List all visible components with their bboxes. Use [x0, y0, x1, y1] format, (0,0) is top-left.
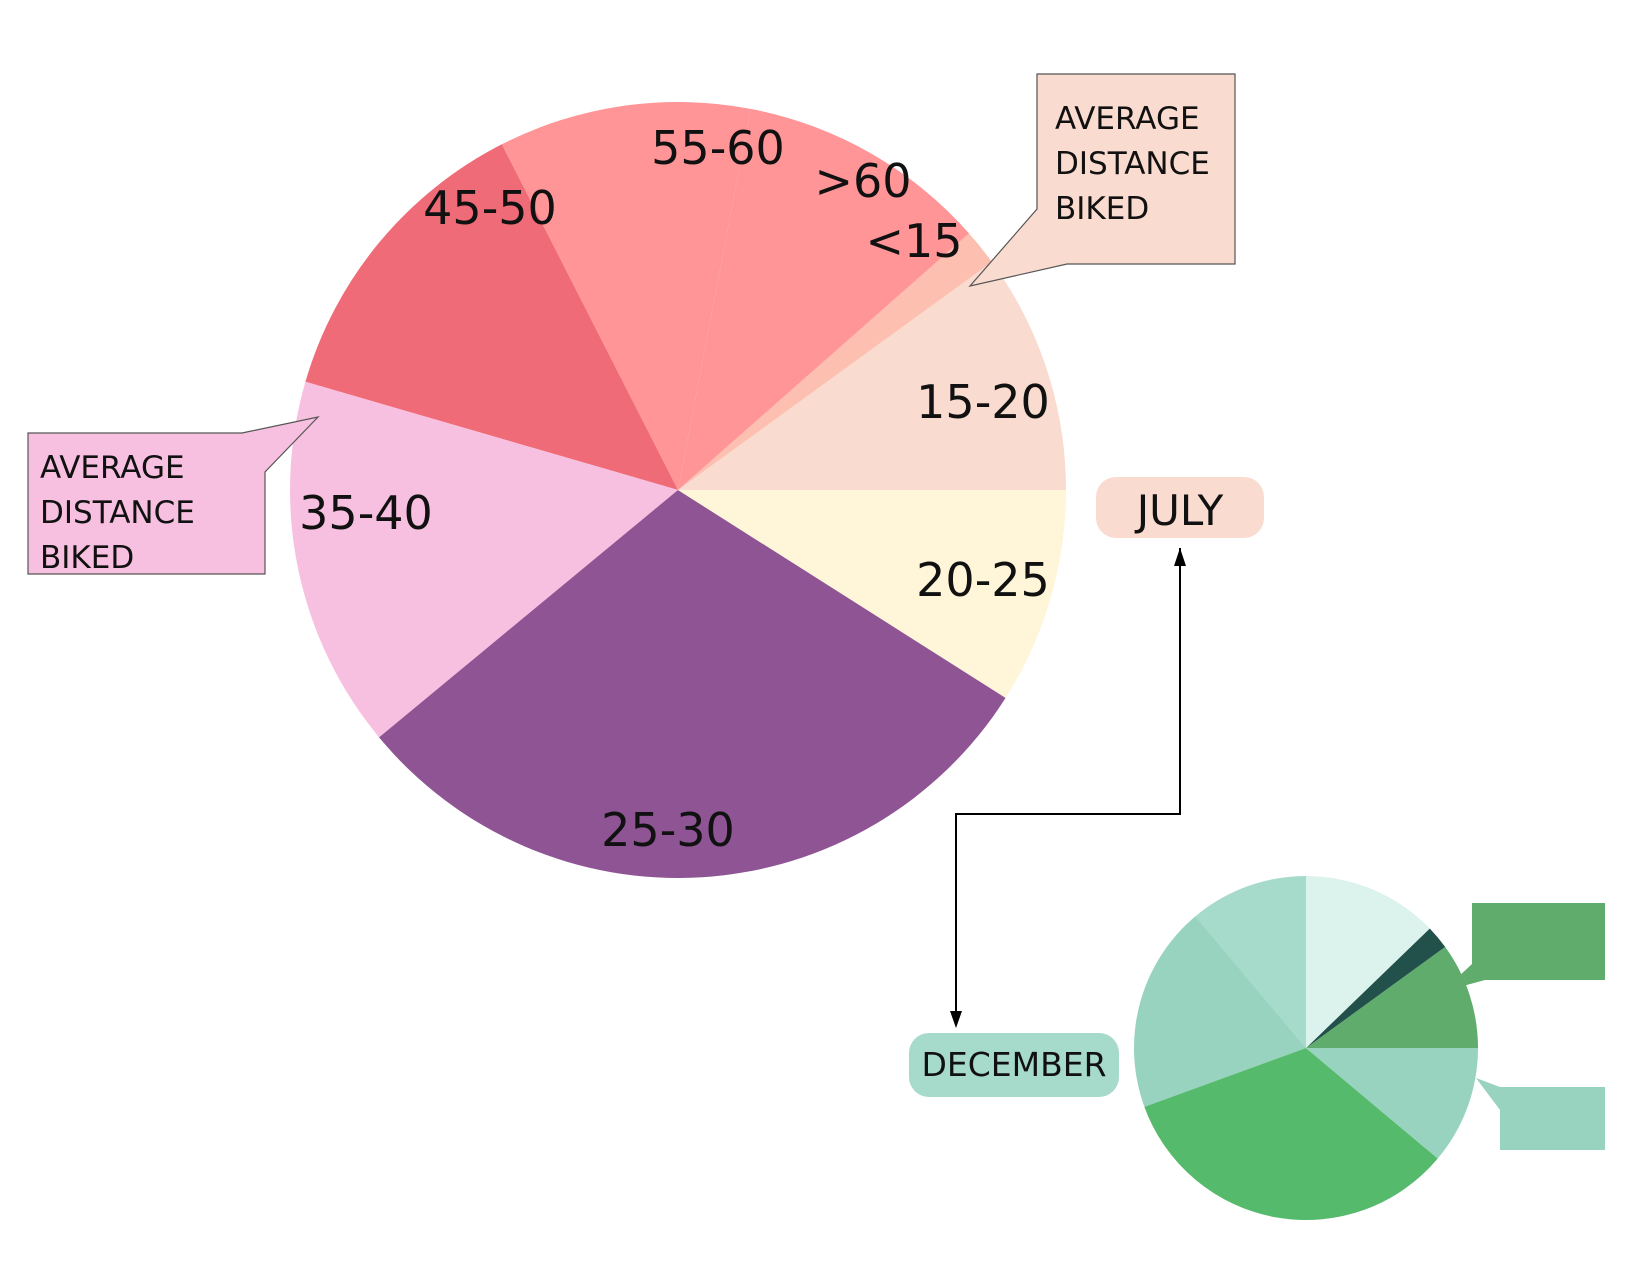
pie-dec-slice-4: [1133, 916, 1306, 1107]
pie-july-slice-7: [678, 490, 1066, 698]
callout-right-line-1: AVERAGE: [1055, 101, 1200, 137]
pie-july-slice-3: [501, 101, 751, 491]
pie-july-slice-1: [678, 233, 992, 490]
pie-july-slice-4: [305, 144, 678, 491]
july-label-bg: [1096, 477, 1264, 538]
callout-left: AVERAGE DISTANCE BIKED: [27, 416, 320, 576]
pie-july-slice-5: [290, 381, 678, 738]
callout-left-line-3: BIKED: [40, 540, 134, 576]
december-pie-chart: [1133, 876, 1478, 1221]
pie-july-slice-label-0: 15-20: [916, 375, 1050, 429]
pie-dec-slice-6: [1306, 1048, 1478, 1159]
july-pie-chart: [290, 101, 1066, 879]
callout-right-line-2: DISTANCE: [1055, 146, 1210, 182]
december-label-text: DECEMBER: [921, 1045, 1106, 1084]
pie-dec-slice-5: [1144, 1048, 1438, 1221]
july-pie-labels: 15-20 <15 >60 55-60 45-50 35-40 25-30 20-25: [299, 121, 1050, 857]
callout-right-box: [968, 73, 1236, 287]
pie-dec-slice-2: [1306, 876, 1430, 1048]
pie-july-slice-label-6: 25-30: [601, 803, 735, 857]
pie-july-slice-label-2: >60: [814, 154, 911, 208]
pie-dec-slice-0: [1306, 946, 1478, 1048]
july-label-text: JULY: [1134, 486, 1224, 535]
pie-dec-slice-3: [1195, 876, 1306, 1048]
arrowhead-down: [950, 1011, 962, 1028]
connector-line: [955, 548, 1181, 1024]
december-callout-bottom: [1476, 1078, 1605, 1150]
callout-left-line-1: AVERAGE: [40, 450, 185, 486]
pie-july-slice-label-7: 20-25: [916, 553, 1050, 607]
pie-july-slice-6: [379, 490, 1006, 879]
pie-dec-slice-1: [1306, 928, 1446, 1048]
callout-right: AVERAGE DISTANCE BIKED: [968, 73, 1236, 287]
december-callout-top: [1447, 903, 1605, 1000]
callout-right-line-3: BIKED: [1055, 191, 1149, 227]
december-label: DECEMBER: [909, 1033, 1119, 1097]
pie-july-slice-label-3: 55-60: [651, 121, 785, 175]
pie-july-slice-label-1: <15: [865, 214, 962, 268]
callout-left-box: [27, 416, 320, 575]
pie-july-slice-label-5: 35-40: [299, 486, 433, 540]
pie-july-slice-0: [678, 261, 1066, 490]
july-label: JULY: [1096, 477, 1264, 538]
callout-left-line-2: DISTANCE: [40, 495, 195, 531]
arrowhead-up: [1174, 548, 1186, 566]
pie-july-slice-2: [678, 108, 970, 491]
december-label-bg: [909, 1033, 1119, 1097]
pie-july-slice-label-4: 45-50: [423, 181, 557, 235]
